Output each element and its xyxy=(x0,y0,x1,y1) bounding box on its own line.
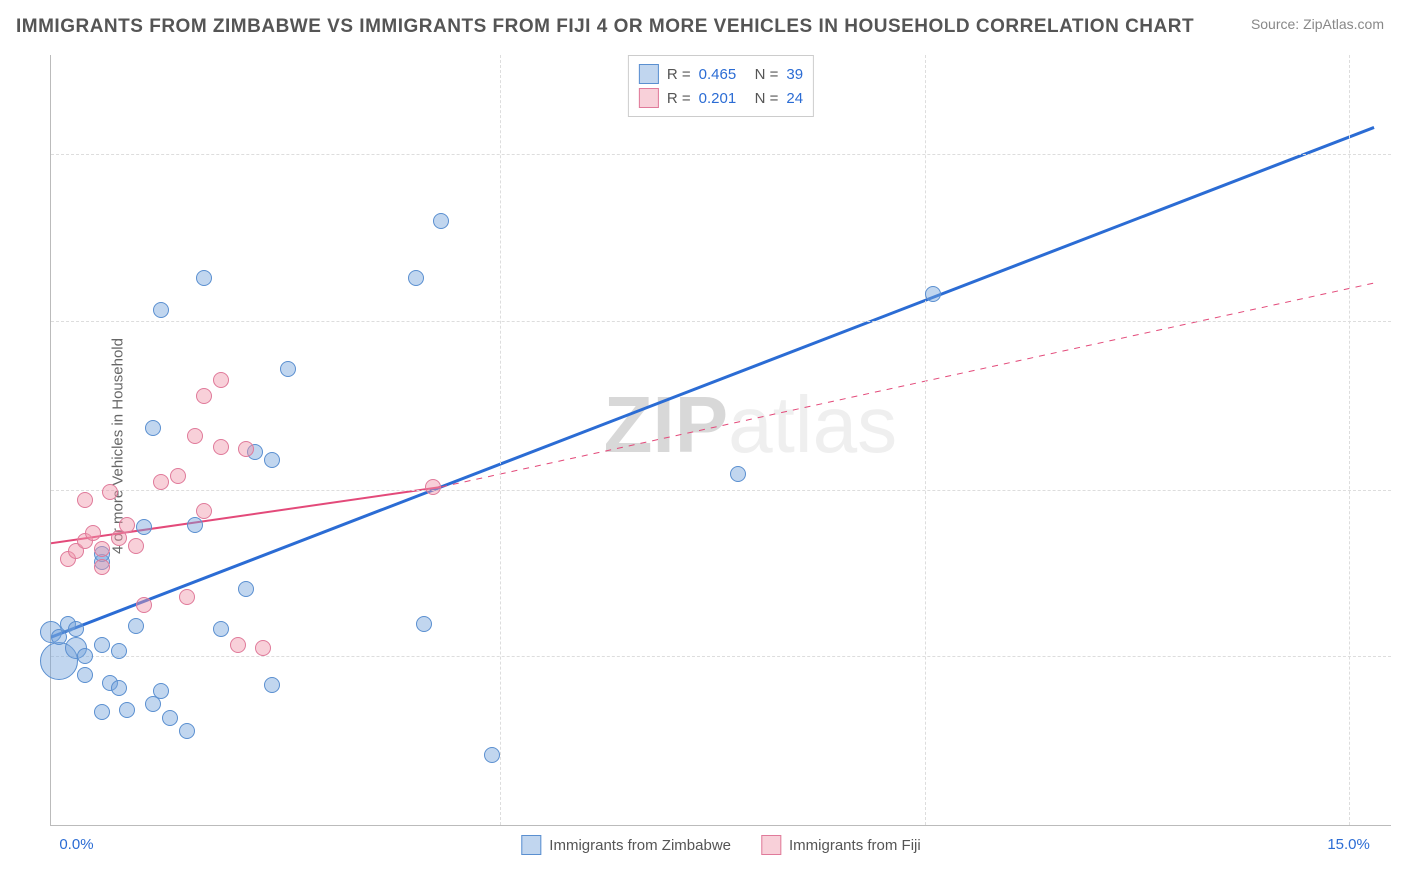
data-point xyxy=(187,428,203,444)
data-point xyxy=(264,677,280,693)
chart-title: IMMIGRANTS FROM ZIMBABWE VS IMMIGRANTS F… xyxy=(16,16,1194,38)
data-point xyxy=(77,648,93,664)
y-tick-label: 12.5% xyxy=(1396,481,1406,498)
data-point xyxy=(196,270,212,286)
swatch-fiji xyxy=(639,88,659,108)
y-tick-label: 25.0% xyxy=(1396,146,1406,163)
r-value-zimbabwe: 0.465 xyxy=(699,66,747,83)
legend-item-zimbabwe: Immigrants from Zimbabwe xyxy=(521,835,731,855)
data-point xyxy=(213,439,229,455)
legend-label-fiji: Immigrants from Fiji xyxy=(789,837,921,854)
watermark-zip: ZIP xyxy=(604,380,728,469)
data-point xyxy=(153,302,169,318)
source-label: Source: ZipAtlas.com xyxy=(1251,16,1384,32)
n-value-zimbabwe: 39 xyxy=(786,66,803,83)
data-point xyxy=(730,466,746,482)
h-gridline xyxy=(51,321,1391,322)
y-tick-label: 6.3% xyxy=(1396,647,1406,664)
data-point xyxy=(94,637,110,653)
data-point xyxy=(416,616,432,632)
data-point xyxy=(433,213,449,229)
data-point xyxy=(170,468,186,484)
x-tick-label: 15.0% xyxy=(1327,836,1370,853)
data-point xyxy=(238,581,254,597)
data-point xyxy=(94,541,110,557)
data-point xyxy=(196,388,212,404)
data-point xyxy=(111,530,127,546)
data-point xyxy=(179,723,195,739)
data-point xyxy=(280,361,296,377)
data-point xyxy=(128,618,144,634)
data-point xyxy=(136,597,152,613)
data-point xyxy=(213,372,229,388)
swatch-zimbabwe xyxy=(639,64,659,84)
data-point xyxy=(925,286,941,302)
data-point xyxy=(238,441,254,457)
watermark-atlas: atlas xyxy=(728,380,897,469)
watermark: ZIPatlas xyxy=(604,379,897,471)
n-label: N = xyxy=(755,66,779,83)
data-point xyxy=(111,680,127,696)
data-point xyxy=(136,519,152,535)
data-point xyxy=(119,517,135,533)
r-value-fiji: 0.201 xyxy=(699,90,747,107)
v-gridline xyxy=(500,55,501,825)
data-point xyxy=(68,621,84,637)
data-point xyxy=(264,452,280,468)
data-point xyxy=(145,420,161,436)
data-point xyxy=(145,696,161,712)
plot-area: ZIPatlas R = 0.465 N = 39 R = 0.201 N = … xyxy=(50,55,1391,826)
h-gridline xyxy=(51,490,1391,491)
data-point xyxy=(77,667,93,683)
data-point xyxy=(408,270,424,286)
swatch-fiji xyxy=(761,835,781,855)
h-gridline xyxy=(51,154,1391,155)
correlation-legend: R = 0.465 N = 39 R = 0.201 N = 24 xyxy=(628,55,814,117)
v-gridline xyxy=(925,55,926,825)
corr-row-fiji: R = 0.201 N = 24 xyxy=(639,86,803,110)
data-point xyxy=(230,637,246,653)
swatch-zimbabwe xyxy=(521,835,541,855)
r-label: R = xyxy=(667,66,691,83)
legend-label-zimbabwe: Immigrants from Zimbabwe xyxy=(549,837,731,854)
data-point xyxy=(77,492,93,508)
x-tick-label: 0.0% xyxy=(59,836,93,853)
data-point xyxy=(213,621,229,637)
legend-item-fiji: Immigrants from Fiji xyxy=(761,835,921,855)
corr-row-zimbabwe: R = 0.465 N = 39 xyxy=(639,62,803,86)
data-point xyxy=(196,503,212,519)
h-gridline xyxy=(51,656,1391,657)
data-point xyxy=(111,643,127,659)
r-label: R = xyxy=(667,90,691,107)
chart-container: IMMIGRANTS FROM ZIMBABWE VS IMMIGRANTS F… xyxy=(0,0,1406,892)
data-point xyxy=(128,538,144,554)
data-point xyxy=(153,683,169,699)
series-legend: Immigrants from Zimbabwe Immigrants from… xyxy=(521,835,920,855)
data-point xyxy=(94,704,110,720)
data-point xyxy=(425,479,441,495)
data-point xyxy=(162,710,178,726)
data-point xyxy=(85,525,101,541)
data-point xyxy=(179,589,195,605)
y-tick-label: 18.8% xyxy=(1396,312,1406,329)
data-point xyxy=(255,640,271,656)
data-point xyxy=(51,629,67,645)
n-label: N = xyxy=(755,90,779,107)
n-value-fiji: 24 xyxy=(786,90,803,107)
data-point xyxy=(484,747,500,763)
regression-lines xyxy=(51,55,1391,825)
data-point xyxy=(153,474,169,490)
data-point xyxy=(94,559,110,575)
data-point xyxy=(119,702,135,718)
data-point xyxy=(187,517,203,533)
data-point xyxy=(102,484,118,500)
v-gridline xyxy=(1349,55,1350,825)
